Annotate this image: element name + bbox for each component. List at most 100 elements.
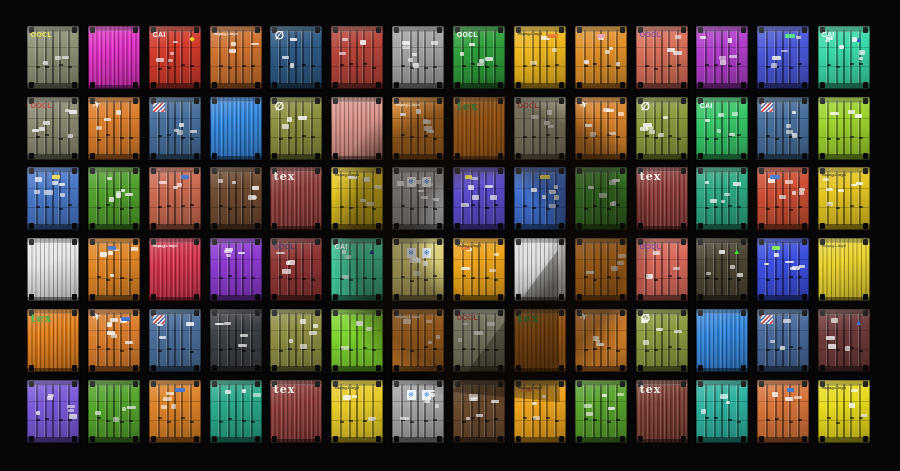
door-seam xyxy=(818,47,870,49)
lock-rod-handle xyxy=(301,64,306,67)
door-center-gap xyxy=(539,384,541,438)
corner-casting xyxy=(315,153,320,159)
corner-casting xyxy=(455,365,460,371)
lock-rod xyxy=(826,384,829,438)
label-sticker xyxy=(282,124,289,129)
door-seam xyxy=(331,47,383,49)
top-rail xyxy=(636,380,688,385)
label-sticker xyxy=(413,180,422,184)
bottom-rail xyxy=(331,295,383,301)
label-sticker xyxy=(287,116,292,122)
corner-casting xyxy=(698,239,703,245)
lock-rod-handle xyxy=(58,63,63,66)
corner-casting xyxy=(559,223,564,229)
shipping-container: OOCL xyxy=(27,97,79,160)
label-sticker xyxy=(609,180,617,185)
label-sticker xyxy=(723,193,730,197)
bottom-rail xyxy=(636,295,688,301)
shipping-container: tex xyxy=(270,167,322,230)
lock-rod-handle xyxy=(119,208,124,211)
corner-casting xyxy=(759,27,764,33)
lock-rod-handle xyxy=(339,63,344,66)
label-sticker xyxy=(653,251,660,255)
door-center-gap xyxy=(600,101,602,155)
lock-rod xyxy=(167,171,170,225)
lock-rod-handle xyxy=(677,277,682,280)
door-seam xyxy=(270,259,322,261)
lock-rod-handle xyxy=(644,64,649,67)
lock-rod xyxy=(372,384,375,438)
container-logo-text: Hapag-Lloyd xyxy=(821,384,846,390)
shipping-container xyxy=(331,309,383,372)
lock-rod xyxy=(241,171,244,225)
door-seam xyxy=(514,137,566,139)
lock-rod-handle xyxy=(737,205,742,208)
label-sticker xyxy=(344,254,352,260)
door-center-gap xyxy=(235,30,237,84)
lock-rod xyxy=(251,313,254,367)
corner-casting xyxy=(498,436,503,442)
label-sticker-accent xyxy=(772,245,781,250)
top-rail xyxy=(27,238,79,243)
shipping-container xyxy=(210,380,262,443)
lock-rod-handle xyxy=(545,134,550,137)
lock-rod xyxy=(400,30,403,84)
label-sticker xyxy=(785,397,793,401)
lock-rod-handle xyxy=(714,206,719,209)
lock-rod xyxy=(228,171,231,225)
corner-casting xyxy=(577,294,582,300)
label-sticker xyxy=(312,323,319,328)
door-center-gap xyxy=(113,384,115,438)
corner-casting xyxy=(255,27,260,33)
corner-casting xyxy=(559,310,564,316)
door-seam xyxy=(636,349,688,351)
lock-rod xyxy=(714,171,717,225)
door-center-gap xyxy=(174,384,176,438)
lock-rod xyxy=(311,313,314,367)
label-sticker xyxy=(96,125,103,131)
lock-rod xyxy=(494,384,497,438)
lock-rod xyxy=(68,30,71,84)
door-seam xyxy=(514,401,566,403)
lock-rod-handle xyxy=(119,136,124,139)
corner-casting xyxy=(376,223,381,229)
corner-casting xyxy=(133,223,138,229)
container-logo-text: Hapag-Lloyd xyxy=(152,242,177,248)
label-sticker xyxy=(412,52,418,56)
lock-rod xyxy=(644,242,647,296)
corner-casting xyxy=(133,436,138,442)
corner-casting xyxy=(498,223,503,229)
corner-casting xyxy=(516,168,521,174)
lock-rod xyxy=(218,384,221,438)
shipping-container: OOCL xyxy=(636,238,688,301)
door-seam xyxy=(210,259,262,261)
top-rail xyxy=(453,97,505,102)
top-rail xyxy=(27,380,79,387)
corrugated-side-texture xyxy=(88,26,140,89)
label-sticker xyxy=(785,129,793,134)
corner-casting xyxy=(802,365,807,371)
lock-rod xyxy=(484,30,487,84)
lock-rod-handle xyxy=(167,347,172,350)
lock-rod xyxy=(339,384,342,438)
door-center-gap xyxy=(600,384,602,438)
lock-rod-handle xyxy=(667,65,672,68)
lock-rod-handle xyxy=(311,278,316,281)
corner-casting xyxy=(376,436,381,442)
corner-casting xyxy=(29,239,34,245)
lock-rod-handle xyxy=(400,204,405,207)
label-sticker xyxy=(615,61,620,67)
door-seam xyxy=(270,47,322,49)
shipping-container xyxy=(149,309,201,372)
lock-rod xyxy=(410,313,413,367)
lock-rod xyxy=(167,101,170,155)
lock-rod xyxy=(522,384,525,438)
label-sticker xyxy=(774,253,780,258)
label-sticker xyxy=(855,181,864,186)
lock-rod xyxy=(616,30,619,84)
corner-casting xyxy=(498,168,503,174)
top-rail xyxy=(392,26,444,33)
label-sticker xyxy=(779,345,785,351)
corner-casting xyxy=(681,223,686,229)
door-seam xyxy=(210,349,262,351)
